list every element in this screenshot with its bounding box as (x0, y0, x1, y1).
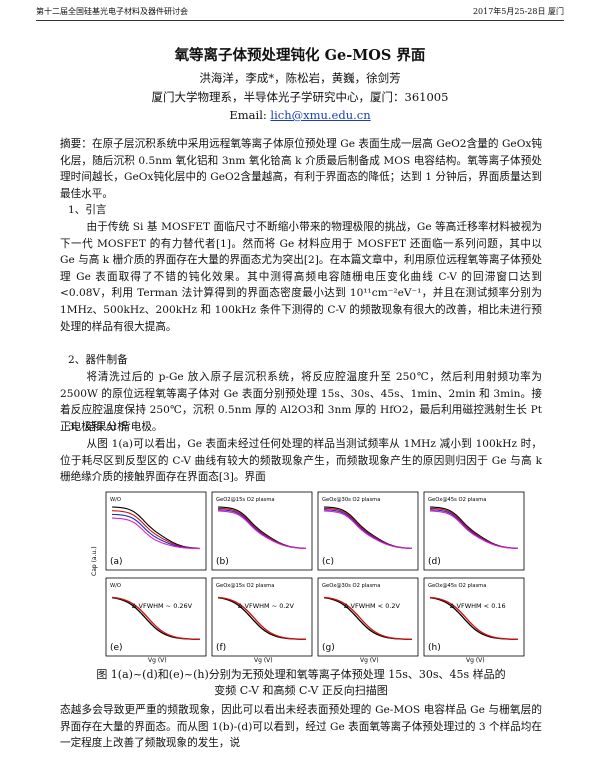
email-label: Email: (229, 108, 267, 122)
paper-title: 氧等离子体预处理钝化 Ge-MOS 界面 (174, 47, 426, 64)
header-date: 2017年5月25-28日 厦门 (472, 7, 564, 16)
figure-panel-title: GeOx@30s O2 plasma (322, 497, 380, 503)
figure-panel-title: GeOx@45s O2 plasma (428, 497, 486, 503)
delta-v-annotation: Δ VFWHM ~ 0.26V (132, 602, 193, 610)
intro-paragraph: 由于传统 Si 基 MOSFET 面临尺寸不断缩小带来的物理极限的挑战，Ge 等… (60, 221, 542, 333)
figure-caption-line1: 图 1(a)~(d)和(e)~(h)分别为无预处理和氧等离子体预处理 15s、3… (96, 668, 506, 681)
figure-1: W/O (a) GeO2@15s O2 plasma (b) GeOx@30s O2 p… (91, 491, 525, 664)
figure-panel-title: GeO2@15s O2 plasma (216, 497, 275, 503)
header-conference: 第十二届全国硅基光电子材料及器件研讨会 (36, 7, 188, 16)
figure-panel-title: W/O (110, 497, 121, 503)
delta-v-annotation: Δ VFWHM < 0.16 (450, 602, 506, 610)
cv-curve (112, 517, 200, 550)
delta-v-annotation: Δ VFWHM ~ 0.2V (238, 602, 295, 610)
figure-panel-frame (423, 491, 525, 571)
x-axis-label: Vg (V) (360, 657, 379, 664)
figure-panel-letter: (g) (322, 643, 335, 653)
cv-curve (217, 510, 307, 550)
continued-paragraph: 态越多会导致更严重的频散现象，因此可以看出未经表面预处理的 Ge-MOS 电容样… (60, 704, 542, 750)
email-link[interactable]: lich@xmu.edu.cn (270, 108, 371, 122)
figure-panel-letter: (a) (110, 557, 123, 567)
y-axis-label: Cap (a.u.) (91, 546, 98, 576)
figure-panel-title: GeOx@15s O2 plasma (216, 583, 274, 589)
figure-caption-line2: 变频 C-V 和高频 C-V 正反向扫描图 (214, 684, 388, 697)
figure-panel-letter: (b) (216, 557, 229, 567)
figure-panel-title: GeOx@45s O2 plasma (428, 583, 486, 589)
delta-v-annotation: Δ VFWHM < 0.2V (344, 602, 401, 610)
figure-panel-letter: (h) (428, 643, 441, 653)
figure-panel-frame (211, 577, 313, 657)
figure-panel-title: W/O (110, 583, 121, 589)
figure-panel-frame (423, 577, 525, 657)
hysteresis-curve (111, 596, 200, 640)
cv-curve (429, 510, 519, 550)
x-axis-label: Vg (V) (254, 657, 273, 664)
email-line: Email: lich@xmu.edu.cn (0, 108, 600, 122)
hysteresis-curve (429, 596, 518, 640)
cv-curve (323, 510, 413, 550)
figure-panel-letter: (f) (216, 643, 226, 653)
running-header: 第十二届全国硅基光电子材料及器件研讨会 2017年5月25-28日 厦门 (36, 6, 564, 21)
hysteresis-curve (323, 596, 412, 640)
section-3-heading: 3、结果分析 (68, 421, 128, 433)
x-axis-label: Vg (V) (148, 657, 167, 664)
section-1-heading: 1、引言 (68, 204, 107, 216)
figure-panel-frame (211, 491, 313, 571)
figure-panel-letter: (d) (428, 557, 441, 567)
x-axis-label: Vg (V) (466, 657, 485, 664)
hysteresis-curve (217, 596, 306, 640)
figure-panel-frame (317, 491, 419, 571)
prep-paragraph: 将清洗过后的 p-Ge 放入原子层沉积系统，将反应腔温度升至 250℃，然后利用… (60, 371, 542, 433)
figure-panel-title: GeOx@30s O2 plasma (322, 583, 380, 589)
authors: 洪海洋，李成*，陈松岩，黄巍，徐剑芳 (199, 71, 401, 85)
abstract: 摘要：在原子层沉积系统中采用远程氧等离子体原位预处理 Ge 表面生成一层高 Ge… (60, 138, 542, 200)
figure-panel-frame (317, 577, 419, 657)
figure-panel-letter: (c) (322, 557, 334, 567)
figure-panel-frame (105, 577, 207, 657)
affiliation: 厦门大学物理系，半导体光子学研究中心，厦门：361005 (151, 90, 449, 104)
figure-panel-frame (105, 491, 207, 571)
figure-panel-letter: (e) (110, 643, 123, 653)
section-2-heading: 2、器件制备 (68, 354, 128, 366)
result-paragraph: 从图 1(a)可以看出，Ge 表面未经过任何处理的样品当测试频率从 1MHz 减… (60, 438, 542, 484)
